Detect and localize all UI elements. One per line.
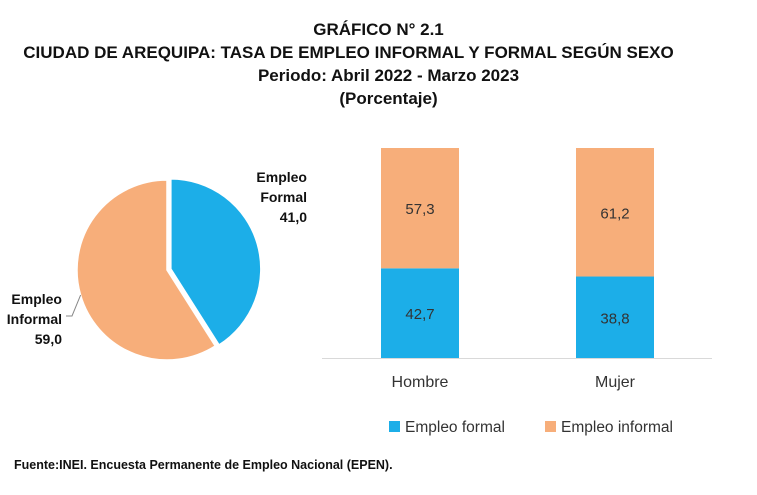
pie-label-informal-text: Empleo [11, 291, 62, 307]
pie-slice-formal [170, 178, 262, 346]
pie-label-informal-value: 59,0 [35, 331, 62, 347]
pie-leader-line [66, 294, 82, 317]
bar-value-label: 61,2 [600, 205, 629, 222]
pie-label-formal-text: Formal [260, 189, 307, 205]
pie-slice-informal [76, 179, 217, 361]
pie-label-formal-value: 41,0 [280, 209, 307, 225]
legend-swatch-formal [389, 421, 400, 432]
bar-hombre-informal [381, 148, 459, 269]
figure-number: GRÁFICO N° 2.1 [313, 20, 444, 39]
bar-value-label: 38,8 [600, 310, 629, 327]
bar-hombre-formal [381, 268, 459, 358]
bar-mujer-informal [576, 148, 654, 277]
x-tick-label-hombre: Hombre [392, 374, 449, 391]
chart-title: CIUDAD DE AREQUIPA: TASA DE EMPLEO INFOR… [23, 43, 674, 62]
chart-title-block: GRÁFICO N° 2.1 CIUDAD DE AREQUIPA: TASA … [0, 18, 757, 110]
source-note: Fuente:INEI. Encuesta Permanente de Empl… [14, 458, 393, 472]
legend-swatch-informal [545, 421, 556, 432]
bar-value-label: 42,7 [405, 306, 434, 323]
legend-label-informal: Empleo informal [561, 419, 673, 436]
bar-mujer-formal [576, 276, 654, 358]
bar-value-label: 57,3 [405, 201, 434, 218]
legend-label-formal: Empleo formal [405, 419, 505, 436]
pie-label-formal-text: Empleo [256, 169, 307, 185]
x-tick-label-mujer: Mujer [595, 374, 636, 391]
pie-label-informal-text: Informal [7, 311, 62, 327]
chart-unit: (Porcentaje) [339, 89, 438, 108]
chart-period: Periodo: Abril 2022 - Marzo 2023 [257, 66, 520, 85]
